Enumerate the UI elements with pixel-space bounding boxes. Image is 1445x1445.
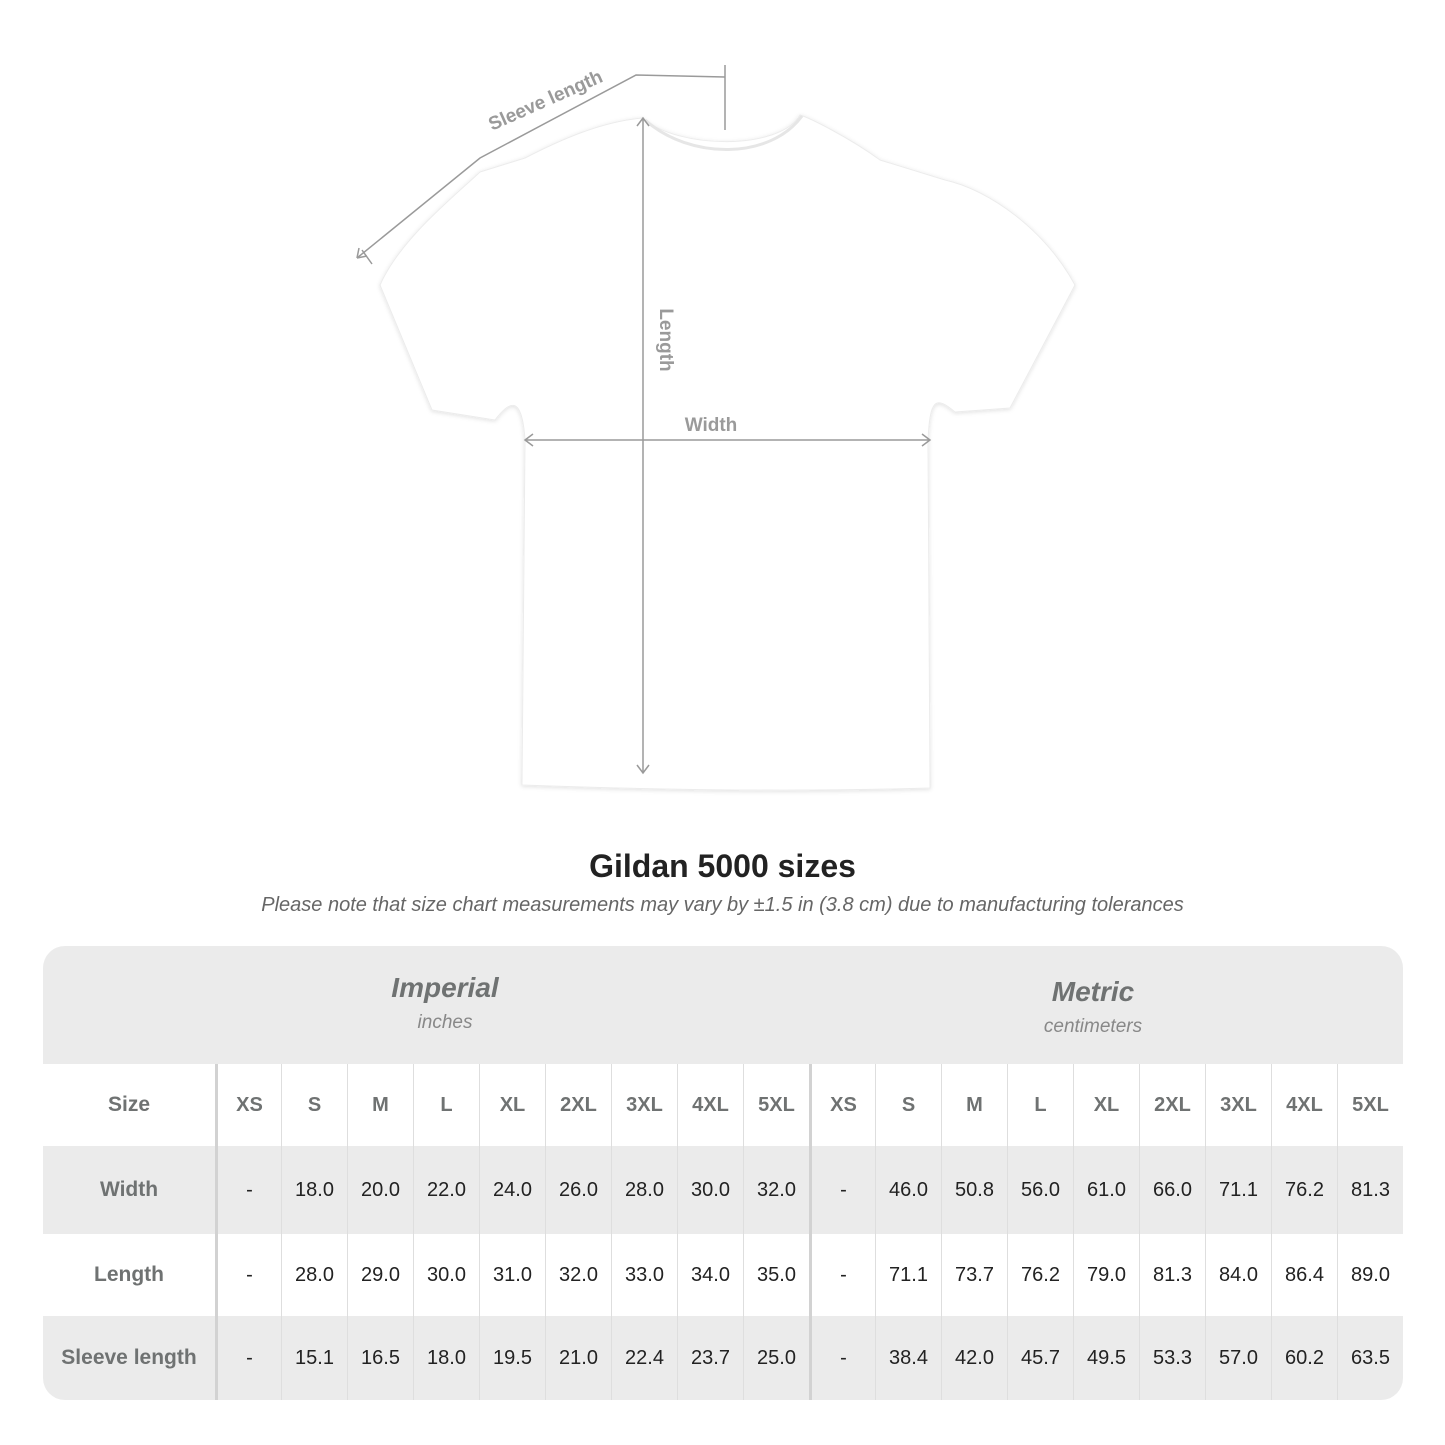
row-label: Length	[94, 1263, 164, 1286]
table-cell-imperial: 16.5	[347, 1316, 413, 1400]
table-cell-imperial: 28.0	[281, 1234, 347, 1316]
table-cell-metric: 61.0	[1073, 1146, 1139, 1234]
width-measure-line	[523, 433, 932, 447]
table-cell-imperial: 34.0	[677, 1234, 743, 1316]
table-cell-imperial: 22.0	[413, 1146, 479, 1234]
table-cell-metric: 63.5	[1337, 1316, 1403, 1400]
row-label: Width	[99, 1178, 159, 1201]
table-cell-imperial: 32.0	[545, 1234, 611, 1316]
size-header-metric: 5XL	[1337, 1064, 1403, 1146]
table-cell-imperial: -	[215, 1146, 281, 1234]
imperial-header: Imperial inches	[195, 972, 695, 1034]
size-header-imperial: 4XL	[677, 1064, 743, 1146]
table-cell-imperial: 21.0	[545, 1316, 611, 1400]
metric-header: Metric centimeters	[843, 976, 1343, 1038]
table-cell-metric: -	[809, 1316, 875, 1400]
table-cell-metric: 53.3	[1139, 1316, 1205, 1400]
size-header-imperial: S	[281, 1064, 347, 1146]
table-cell-imperial: 33.0	[611, 1234, 677, 1316]
row-label: Sleeve length	[61, 1346, 197, 1369]
table-cell-metric: 73.7	[941, 1234, 1007, 1316]
table-cell-imperial: 28.0	[611, 1146, 677, 1234]
table-cell-metric: 38.4	[875, 1316, 941, 1400]
table-cell-metric: 71.1	[875, 1234, 941, 1316]
table-cell-metric: 56.0	[1007, 1146, 1073, 1234]
table-cell-imperial: 19.5	[479, 1316, 545, 1400]
size-header-imperial: 2XL	[545, 1064, 611, 1146]
table-row: Sleeve length -15.1 16.5 18.0 19.5 21.0 22.4 23…	[43, 1316, 1403, 1400]
table-cell-metric: 45.7	[1007, 1316, 1073, 1400]
unit-header-band: Imperial inches Metric centimeters	[43, 946, 1403, 1064]
table-cell-metric: 81.3	[1139, 1234, 1205, 1316]
table-cell-metric: 66.0	[1139, 1146, 1205, 1234]
length-label: Length	[655, 308, 676, 371]
table-cell-imperial: 31.0	[479, 1234, 545, 1316]
tshirt-shape	[379, 114, 1076, 791]
table-cell-imperial: -	[215, 1316, 281, 1400]
size-header-imperial: L	[413, 1064, 479, 1146]
table-cell-imperial: 20.0	[347, 1146, 413, 1234]
size-chart-table: Imperial inches Metric centimeters Size X…	[43, 946, 1403, 1400]
metric-unit: centimeters	[1043, 1016, 1143, 1037]
table-cell-metric: 81.3	[1337, 1146, 1403, 1234]
table-cell-metric: 76.2	[1271, 1146, 1337, 1234]
table-cell-metric: 46.0	[875, 1146, 941, 1234]
table-cell-imperial: 30.0	[677, 1146, 743, 1234]
table-cell-imperial: -	[215, 1234, 281, 1316]
table-cell-metric: 89.0	[1337, 1234, 1403, 1316]
tshirt-diagram: Sleeve length Length Width	[356, 65, 1076, 791]
table-cell-imperial: 18.0	[413, 1316, 479, 1400]
table-cell-metric: 84.0	[1205, 1234, 1271, 1316]
size-header-metric: XL	[1073, 1064, 1139, 1146]
size-header-row: Size XS S M L XL 2XL 3XL 4XL 5XL XS S M L XL 2XL 3XL 4XL 5…	[43, 1064, 1403, 1146]
table-cell-imperial: 30.0	[413, 1234, 479, 1316]
table-cell-imperial: 26.0	[545, 1146, 611, 1234]
table-cell-imperial: 22.4	[611, 1316, 677, 1400]
table-row: Length -28.0 29.0 30.0 31.0 32.0 33.0 34.0 35.0-…	[43, 1234, 1403, 1316]
table-cell-imperial: 24.0	[479, 1146, 545, 1234]
size-header-metric: 3XL	[1205, 1064, 1271, 1146]
table-cell-metric: 76.2	[1007, 1234, 1073, 1316]
table-cell-metric: 42.0	[941, 1316, 1007, 1400]
table-cell-metric: 57.0	[1205, 1316, 1271, 1400]
size-header-imperial: XS	[215, 1064, 281, 1146]
table-cell-imperial: 25.0	[743, 1316, 809, 1400]
length-measure-line	[636, 116, 650, 775]
table-cell-metric: 60.2	[1271, 1316, 1337, 1400]
metric-title: Metric	[1051, 976, 1135, 1007]
size-header-metric: XS	[809, 1064, 875, 1146]
table-cell-metric: -	[809, 1146, 875, 1234]
table-cell-imperial: 29.0	[347, 1234, 413, 1316]
table-cell-imperial: 35.0	[743, 1234, 809, 1316]
table-cell-imperial: 18.0	[281, 1146, 347, 1234]
size-header-imperial: M	[347, 1064, 413, 1146]
size-header-metric: S	[875, 1064, 941, 1146]
table-cell-imperial: 23.7	[677, 1316, 743, 1400]
page-title: Gildan 5000 sizes	[589, 848, 856, 884]
table-cell-imperial: 15.1	[281, 1316, 347, 1400]
table-cell-imperial: 32.0	[743, 1146, 809, 1234]
imperial-title: Imperial	[391, 972, 499, 1003]
size-header-imperial: 5XL	[743, 1064, 809, 1146]
table-cell-metric: -	[809, 1234, 875, 1316]
size-header-metric: M	[941, 1064, 1007, 1146]
size-header-imperial: XL	[479, 1064, 545, 1146]
imperial-unit: inches	[417, 1012, 473, 1033]
collar	[644, 115, 804, 151]
table-row: Width -18.0 20.0 22.0 24.0 26.0 28.0 30.0 32.0-4…	[43, 1146, 1403, 1234]
sleeve-measure-line	[356, 74, 726, 259]
size-header-metric: 2XL	[1139, 1064, 1205, 1146]
table-cell-metric: 50.8	[941, 1146, 1007, 1234]
row-label: Size	[107, 1093, 151, 1116]
size-header-metric: 4XL	[1271, 1064, 1337, 1146]
size-header-metric: L	[1007, 1064, 1073, 1146]
table-cell-metric: 79.0	[1073, 1234, 1139, 1316]
width-label: Width	[685, 415, 738, 436]
table-cell-metric: 71.1	[1205, 1146, 1271, 1234]
tolerance-note: Please note that size chart measurements…	[261, 894, 1184, 916]
table-cell-metric: 49.5	[1073, 1316, 1139, 1400]
table-cell-metric: 86.4	[1271, 1234, 1337, 1316]
size-header-imperial: 3XL	[611, 1064, 677, 1146]
